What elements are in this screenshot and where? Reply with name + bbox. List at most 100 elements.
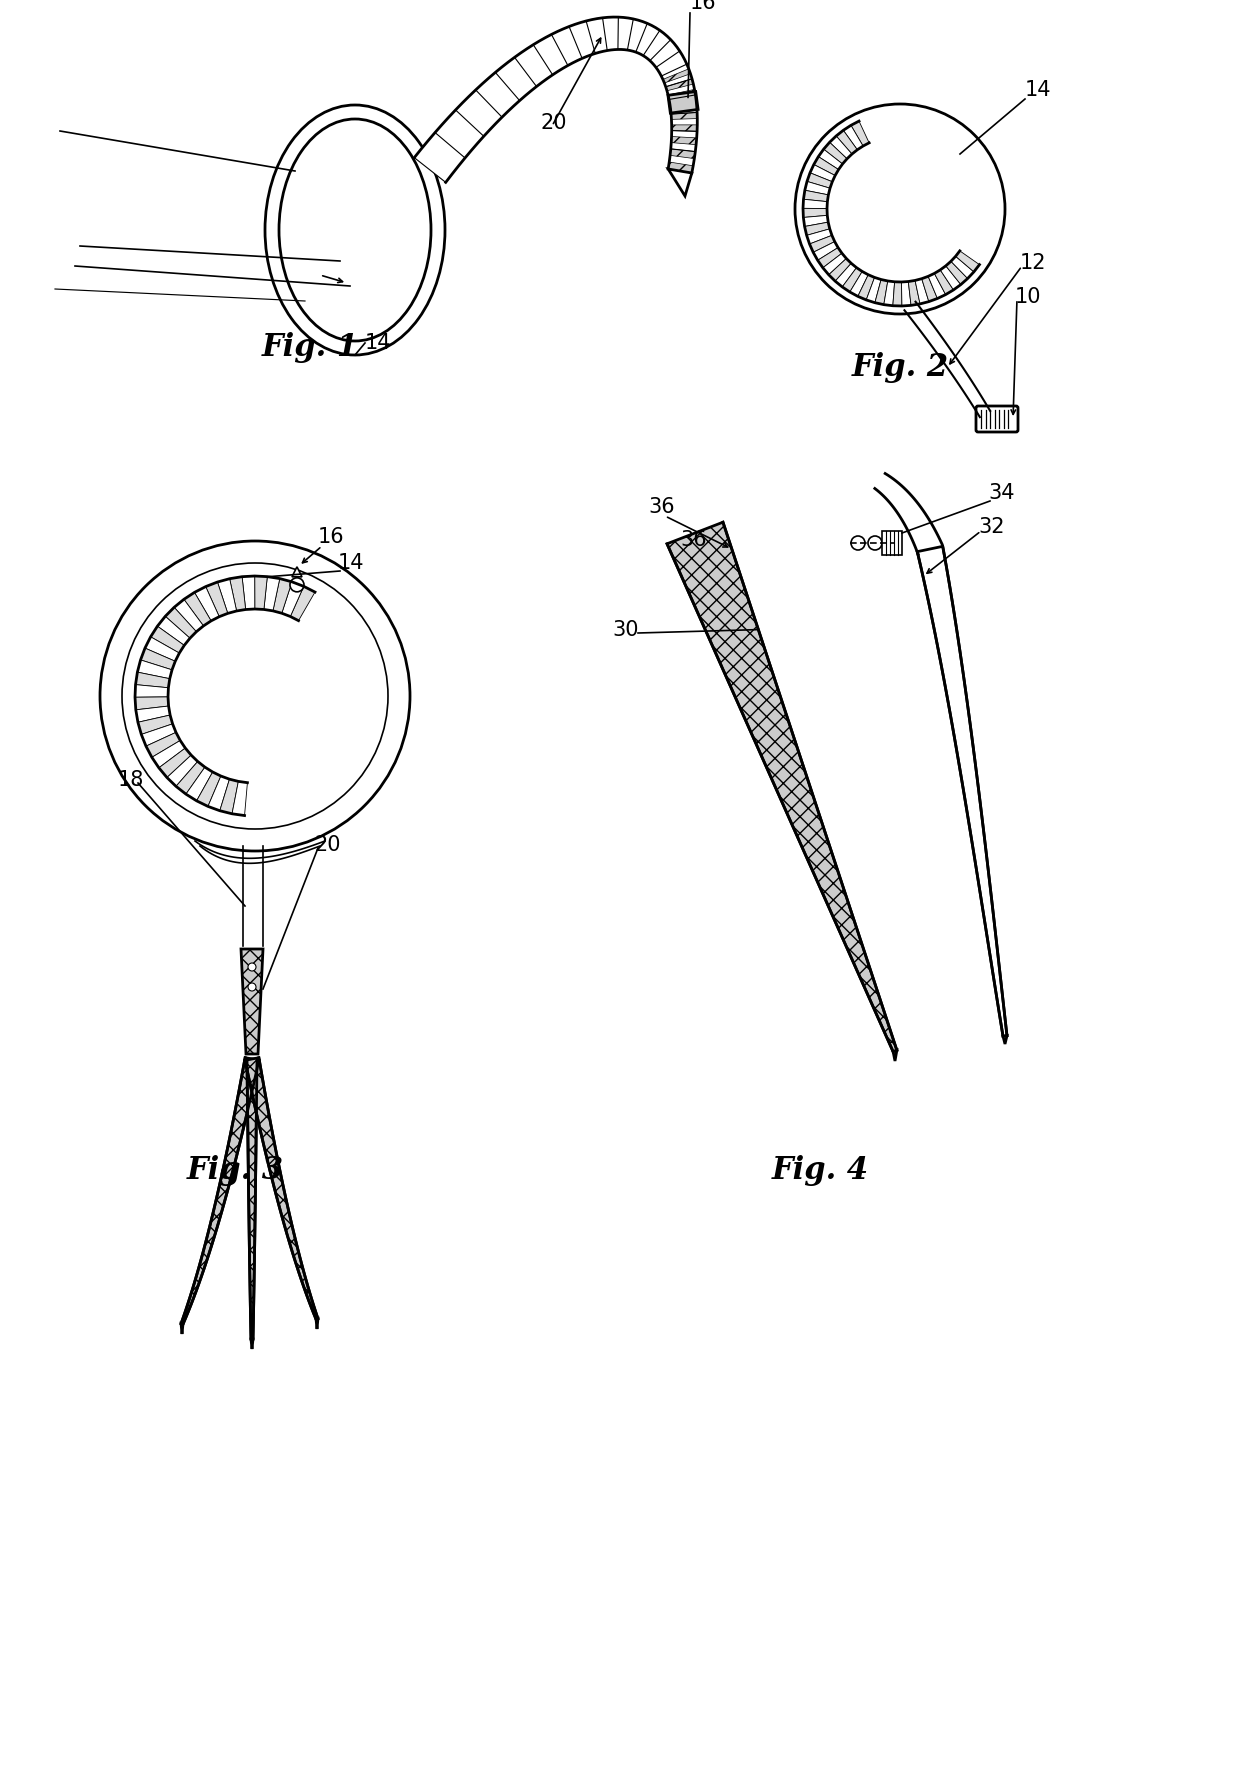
Polygon shape [921,276,937,301]
Polygon shape [810,235,835,253]
Text: 14: 14 [1025,81,1052,100]
Polygon shape [250,1340,253,1349]
Polygon shape [264,577,280,611]
Polygon shape [940,265,961,290]
Polygon shape [232,781,248,815]
Polygon shape [181,1324,184,1334]
Polygon shape [184,593,211,625]
Circle shape [122,562,388,829]
Polygon shape [813,156,838,176]
Polygon shape [843,125,863,150]
Polygon shape [229,577,246,611]
Polygon shape [836,131,857,154]
Text: 16: 16 [689,0,717,13]
Polygon shape [291,566,303,577]
Text: 18: 18 [118,770,144,790]
Polygon shape [671,113,697,120]
Polygon shape [804,199,827,208]
Circle shape [248,964,255,971]
Text: 14: 14 [339,553,365,573]
Polygon shape [254,577,268,609]
Polygon shape [281,582,304,616]
Polygon shape [810,165,835,181]
Polygon shape [671,136,697,145]
Polygon shape [946,261,967,285]
Polygon shape [849,272,868,296]
Polygon shape [666,79,693,91]
Polygon shape [241,949,263,1053]
Polygon shape [176,761,205,793]
Polygon shape [893,281,901,306]
Polygon shape [804,208,827,217]
Polygon shape [219,779,238,813]
Polygon shape [157,616,190,645]
Polygon shape [668,161,693,174]
Polygon shape [195,587,219,621]
Text: 16: 16 [317,527,345,546]
Polygon shape [804,190,828,202]
Polygon shape [667,523,897,1051]
Polygon shape [242,577,254,609]
Text: Fig. 3: Fig. 3 [186,1155,284,1186]
Polygon shape [805,181,830,195]
Ellipse shape [265,106,445,355]
Polygon shape [273,578,291,613]
Polygon shape [181,1058,259,1324]
Polygon shape [159,749,191,777]
Polygon shape [167,756,197,786]
Polygon shape [206,582,228,616]
Polygon shape [915,279,929,304]
Polygon shape [145,638,180,661]
Polygon shape [875,279,888,304]
Polygon shape [823,141,847,165]
Polygon shape [670,100,697,109]
Polygon shape [668,90,696,100]
Polygon shape [140,648,175,670]
Polygon shape [830,136,852,159]
Polygon shape [935,270,954,294]
Polygon shape [136,706,170,722]
Circle shape [868,536,882,550]
Text: 14: 14 [365,333,392,353]
Polygon shape [1003,1035,1007,1044]
Text: 20: 20 [539,113,567,133]
Text: Fig. 2: Fig. 2 [852,353,949,383]
Polygon shape [414,18,697,183]
Polygon shape [290,586,315,621]
Polygon shape [817,247,842,269]
FancyBboxPatch shape [976,407,1018,432]
Circle shape [290,578,304,591]
Polygon shape [316,1318,317,1329]
Bar [882,530,901,555]
Polygon shape [247,1058,257,1340]
Text: 20: 20 [315,835,341,854]
Polygon shape [197,772,221,806]
Polygon shape [929,274,946,299]
Circle shape [851,536,866,550]
Polygon shape [805,222,830,235]
Polygon shape [141,724,176,747]
Text: 30: 30 [613,620,639,639]
Text: Fig. 1: Fig. 1 [262,331,358,364]
Polygon shape [663,68,691,82]
Polygon shape [813,242,838,260]
Text: 10: 10 [1016,287,1042,306]
Polygon shape [246,1058,317,1320]
Polygon shape [828,258,851,281]
Polygon shape [165,607,196,638]
Polygon shape [135,672,170,688]
Polygon shape [956,251,980,272]
Polygon shape [672,125,697,131]
Polygon shape [818,149,842,170]
Polygon shape [138,715,172,734]
Polygon shape [918,546,1007,1037]
Polygon shape [867,278,882,303]
Polygon shape [217,578,237,613]
Polygon shape [951,256,973,279]
Polygon shape [851,122,869,147]
Polygon shape [146,733,180,758]
Polygon shape [823,253,847,274]
Polygon shape [842,267,862,292]
Text: 12: 12 [1021,253,1047,272]
Polygon shape [138,659,172,679]
